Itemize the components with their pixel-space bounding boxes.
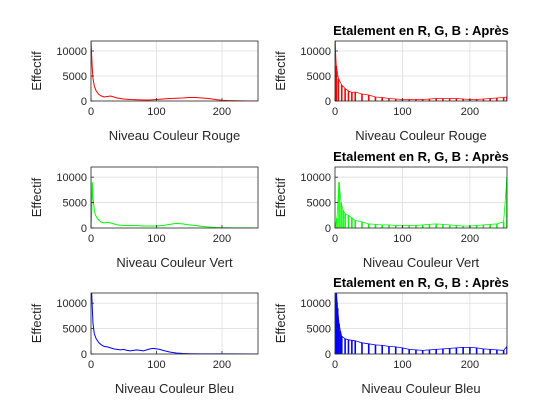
subplot-title: Etalement en R, G, B : Après (333, 23, 509, 38)
y-tick-label: 10000 (300, 172, 331, 184)
subplot-title: Etalement en R, G, B : Après (333, 275, 509, 290)
y-tick-label: 5000 (63, 71, 87, 83)
x-tick-label: 200 (461, 359, 479, 371)
x-tick-label: 100 (147, 233, 165, 245)
y-tick-label: 0 (81, 96, 87, 108)
x-tick-label: 100 (393, 359, 411, 371)
axes-box (334, 40, 508, 102)
y-tick-label: 0 (81, 223, 87, 235)
bar-series (335, 41, 507, 101)
plot-area (335, 41, 507, 101)
axes-box (334, 166, 508, 229)
subplot-2: 0 100 200 0 5000 10000 Niveau Couleur Rouge Eff… (273, 23, 509, 143)
y-axis-label: Effectif (273, 303, 288, 343)
x-axis-label: Niveau Couleur Rouge (109, 128, 241, 143)
x-tick-label: 0 (332, 359, 338, 371)
x-axis-label: Niveau Couleur Rouge (355, 128, 487, 143)
bar-series (335, 293, 507, 354)
y-tick-label: 10000 (300, 46, 331, 58)
plot-area (335, 167, 507, 228)
y-tick-label: 5000 (63, 198, 87, 210)
axes-box (334, 292, 508, 355)
x-tick-label: 100 (393, 106, 411, 118)
axes-box (90, 166, 259, 229)
x-axis-label: Niveau Couleur Vert (116, 255, 233, 270)
subplot-title: Etalement en R, G, B : Après (333, 149, 509, 164)
y-tick-label: 10000 (56, 46, 87, 58)
subplot-3: 0 100 200 0 5000 10000 Niveau Couleur Vert Effe… (29, 166, 259, 270)
y-tick-label: 0 (325, 349, 331, 361)
subplot-4: 0 100 200 0 5000 10000 Niveau Couleur Vert Effe… (273, 149, 509, 270)
x-tick-label: 200 (213, 233, 231, 245)
y-tick-label: 5000 (63, 324, 87, 336)
series-line (91, 182, 258, 228)
x-tick-label: 0 (332, 106, 338, 118)
bar-envelope (335, 177, 507, 228)
y-axis-label: Effectif (29, 303, 44, 343)
x-axis-label: Niveau Couleur Bleu (361, 381, 480, 396)
x-tick-label: 100 (147, 359, 165, 371)
plot-area (335, 293, 507, 354)
plot-area (91, 293, 258, 354)
y-tick-label: 5000 (307, 71, 331, 83)
x-tick-label: 0 (88, 359, 94, 371)
x-tick-label: 0 (332, 233, 338, 245)
axes-box (90, 40, 259, 102)
x-tick-label: 100 (393, 233, 411, 245)
plot-area (91, 167, 258, 228)
bar-envelope (335, 293, 507, 351)
y-tick-label: 10000 (56, 172, 87, 184)
subplot-6: 0 100 200 0 5000 10000 Niveau Couleur Bleu Effe… (273, 275, 509, 396)
y-tick-label: 0 (325, 96, 331, 108)
y-axis-label: Effectif (273, 51, 288, 91)
plot-area (91, 41, 258, 101)
x-axis-label: Niveau Couleur Vert (363, 255, 480, 270)
x-tick-label: 0 (88, 233, 94, 245)
y-axis-label: Effectif (29, 177, 44, 217)
y-tick-label: 0 (81, 349, 87, 361)
x-tick-label: 200 (213, 359, 231, 371)
y-tick-label: 0 (325, 223, 331, 235)
y-tick-label: 5000 (307, 324, 331, 336)
series-line (91, 293, 258, 354)
subplot-5: 0 100 200 0 5000 10000 Niveau Couleur Bleu Effe… (29, 292, 259, 396)
subplot-1: 0 100 200 0 5000 10000 Niveau Couleur Rouge Eff… (29, 40, 259, 143)
y-tick-label: 10000 (300, 298, 331, 310)
series-line (91, 41, 258, 101)
x-tick-label: 0 (88, 106, 94, 118)
x-tick-label: 200 (461, 106, 479, 118)
bar-envelope (335, 41, 507, 100)
x-tick-label: 200 (213, 106, 231, 118)
x-tick-label: 100 (147, 106, 165, 118)
y-axis-label: Effectif (29, 51, 44, 91)
x-tick-label: 200 (461, 233, 479, 245)
y-tick-label: 5000 (307, 198, 331, 210)
x-axis-label: Niveau Couleur Bleu (115, 381, 234, 396)
axes-box (90, 292, 259, 355)
y-tick-label: 10000 (56, 298, 87, 310)
y-axis-label: Effectif (273, 177, 288, 217)
